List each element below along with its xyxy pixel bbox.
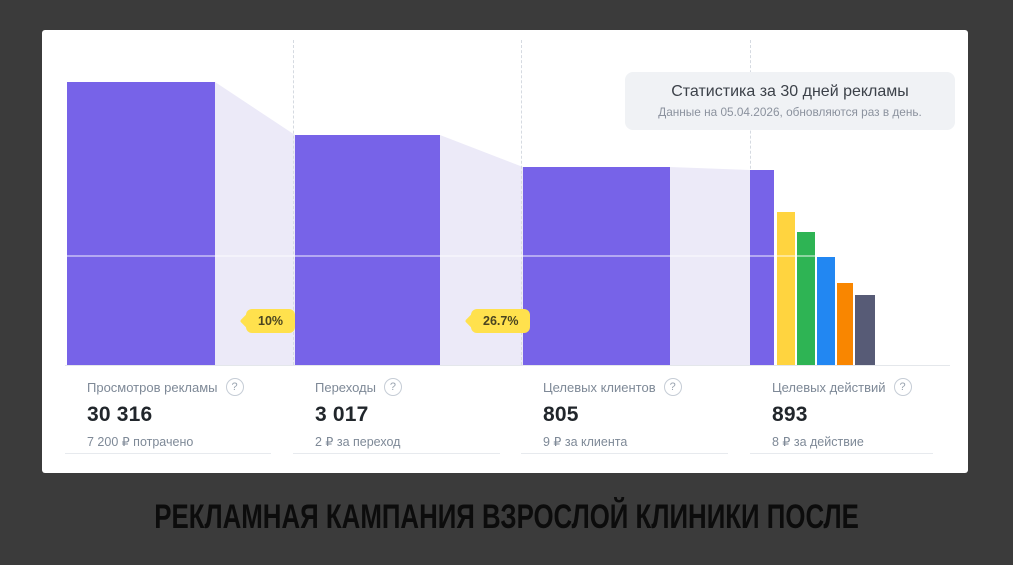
stat-label: Просмотров рекламы	[87, 379, 218, 395]
bar-actions-green[interactable]	[797, 232, 815, 365]
stat-label: Целевых клиентов	[543, 379, 656, 395]
funnel-connector	[670, 167, 750, 365]
stat-label: Переходы	[315, 379, 376, 395]
bar-actions-slate[interactable]	[855, 295, 875, 365]
info-box-title: Статистика за 30 дней рекламы	[671, 83, 909, 100]
stat-value: 893	[772, 403, 808, 426]
conversion-tag-label: 26.7%	[483, 314, 519, 328]
info-box-subtitle: Данные на 05.04.2026, обновляются раз в …	[658, 105, 922, 119]
bar-actions-yellow[interactable]	[777, 212, 795, 365]
stat-caption: 2 ₽ за переход	[315, 435, 401, 449]
stats-info-box: Статистика за 30 дней рекламы Данные на …	[625, 72, 955, 130]
conversion-tag-clicks: 10%	[246, 309, 296, 333]
stat-label-row: Целевых действий ?	[772, 378, 933, 396]
help-icon[interactable]: ?	[663, 378, 682, 396]
bar-views[interactable]	[67, 82, 215, 365]
image-caption: РЕКЛАМНАЯ КАМПАНИЯ ВЗРОСЛОЙ КЛИНИКИ ПОСЛ…	[154, 497, 859, 536]
bar-clients[interactable]	[523, 167, 670, 365]
stat-caption: 7 200 ₽ потрачено	[87, 435, 194, 449]
section-separator	[521, 40, 522, 365]
section-separator	[293, 40, 294, 365]
bar-clicks[interactable]	[295, 135, 440, 365]
bar-actions-orange[interactable]	[837, 283, 853, 365]
stat-label-row: Переходы ?	[315, 378, 500, 396]
image-caption-band: РЕКЛАМНАЯ КАМПАНИЯ ВЗРОСЛОЙ КЛИНИКИ ПОСЛ…	[0, 487, 1013, 547]
stat-clicks-column: Переходы ? 3 017 2 ₽ за переход	[293, 366, 500, 454]
stat-label-row: Целевых клиентов ?	[543, 378, 728, 396]
chart-gridline	[65, 255, 927, 257]
bar-actions-blue[interactable]	[817, 257, 835, 365]
help-icon[interactable]: ?	[225, 378, 244, 396]
stat-value: 3 017	[315, 403, 369, 426]
help-icon[interactable]: ?	[893, 378, 912, 396]
stat-caption: 9 ₽ за клиента	[543, 435, 628, 449]
stats-card: Статистика за 30 дней рекламы Данные на …	[42, 30, 968, 473]
funnel-chart: Статистика за 30 дней рекламы Данные на …	[42, 30, 968, 365]
bar-actions-purple[interactable]	[750, 170, 774, 365]
stat-actions-column: Целевых действий ? 893 8 ₽ за действие	[750, 366, 933, 454]
conversion-tag-label: 10%	[258, 314, 284, 328]
stat-label-row: Просмотров рекламы ?	[87, 378, 271, 396]
stat-value: 30 316	[87, 403, 153, 426]
stat-label: Целевых действий	[772, 379, 886, 395]
stats-row: Просмотров рекламы ? 30 316 7 200 ₽ потр…	[65, 365, 950, 473]
stat-clients-column: Целевых клиентов ? 805 9 ₽ за клиента	[521, 366, 728, 454]
conversion-tag-clients: 26.7%	[471, 309, 531, 333]
stat-value: 805	[543, 403, 579, 426]
stat-caption: 8 ₽ за действие	[772, 435, 864, 449]
help-icon[interactable]: ?	[383, 378, 402, 396]
stat-views-column: Просмотров рекламы ? 30 316 7 200 ₽ потр…	[65, 366, 271, 454]
